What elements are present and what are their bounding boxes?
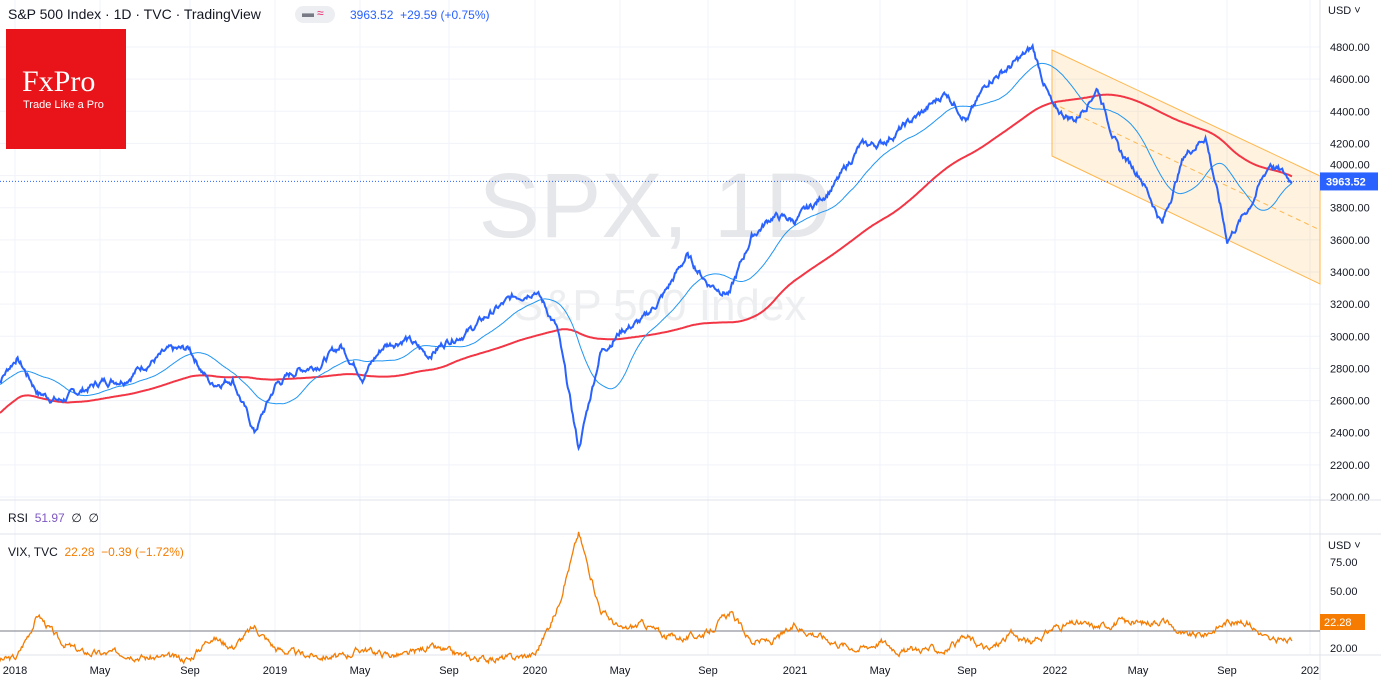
last-price-badge [1320,172,1378,191]
currency-dropdown[interactable]: USD ˅ [1328,5,1361,17]
x-tick-label: Sep [439,665,459,677]
y-tick-label: 2400.00 [1330,428,1370,440]
x-tick-label: May [610,665,631,677]
x-tick-label: 2018 [3,665,27,677]
x-tick-label: Sep [957,665,977,677]
price-change-pct: (+0.75%) [440,8,490,22]
vix-last-badge [1320,614,1365,630]
vix-change-pct: (−1.72%) [134,545,184,559]
vix-last-label: 22.28 [1324,617,1352,629]
x-tick-label: Sep [180,665,200,677]
rsi-value: 51.97 [34,511,65,525]
price-change: +29.59 [400,8,438,22]
spx-price-line [0,42,1293,452]
fxpro-logo: FxPro Trade Like a Pro [6,29,126,149]
price-quote: 3963.52 +29.59 (+0.75%) [350,8,489,22]
approx-icon[interactable]: ≈ [317,6,324,20]
x-tick-label: 2021 [783,665,807,677]
logo-brand: FxPro [22,65,96,98]
x-tick-label: May [1128,665,1149,677]
x-tick-label: May [870,665,891,677]
y-tick-label: 4000.00 [1330,159,1370,171]
rsi-label: RSI [8,511,29,525]
rsi-na1: ∅ [71,511,82,525]
x-tick-label: 2020 [523,665,547,677]
vix-change: −0.39 [101,545,132,559]
rsi-legend[interactable]: RSI 51.97 ∅ ∅ [8,511,99,525]
last-price: 3963.52 [350,8,394,22]
vix-currency-dropdown[interactable]: USD ˅ [1328,540,1361,552]
x-tick-label: 2019 [263,665,287,677]
visibility-toggle[interactable]: ▬ ≈ [295,6,335,23]
y-tick-label: 3200.00 [1330,299,1370,311]
y-tick-label: 3800.00 [1330,203,1370,215]
x-tick-label: Sep [698,665,718,677]
x-tick-label: May [90,665,111,677]
chart-title: S&P 500 Index · 1D · TVC · TradingView [8,6,261,22]
x-tick-label: Sep [1217,665,1237,677]
descending-channel [1051,49,1321,285]
x-tick-label: 2022 [1043,665,1067,677]
vix-y-tick-label: 50.00 [1330,586,1358,598]
y-tick-label: 2600.00 [1330,396,1370,408]
vix-y-tick-label: 20.00 [1330,643,1358,655]
y-tick-label: 2200.00 [1330,460,1370,472]
vix-legend[interactable]: VIX, TVC 22.28 −0.39 (−1.72%) [8,545,184,559]
ma200-line [0,93,1293,414]
watermark-name: S&P 500 Index [514,281,807,330]
y-tick-label: 2000.00 [1330,492,1370,504]
currency-label: USD [1328,5,1352,17]
last-price-label: 3963.52 [1326,176,1366,188]
y-tick-label: 3000.00 [1330,331,1370,343]
watermark-symbol: SPX, 1D [479,155,832,257]
channel-midline [1051,102,1321,231]
ma50-line [0,62,1293,405]
y-tick-label: 3600.00 [1330,235,1370,247]
y-tick-label: 4200.00 [1330,138,1370,150]
y-tick-label: 4600.00 [1330,74,1370,86]
vix-line [0,531,1293,665]
y-tick-label: 2800.00 [1330,363,1370,375]
vix-value: 22.28 [64,545,95,559]
y-tick-label: 4400.00 [1330,106,1370,118]
logo-tagline: Trade Like a Pro [23,99,104,111]
vix-currency-label: USD [1328,540,1352,552]
y-tick-label: 3400.00 [1330,267,1370,279]
minimize-icon[interactable]: ▬ [302,6,314,20]
x-tick-label: May [350,665,371,677]
rsi-na2: ∅ [88,511,99,525]
vix-label: VIX, TVC [8,545,58,559]
vix-y-tick-label: 75.00 [1330,557,1358,569]
y-tick-label: 4800.00 [1330,42,1370,54]
x-tick-label: 202 [1301,665,1319,677]
